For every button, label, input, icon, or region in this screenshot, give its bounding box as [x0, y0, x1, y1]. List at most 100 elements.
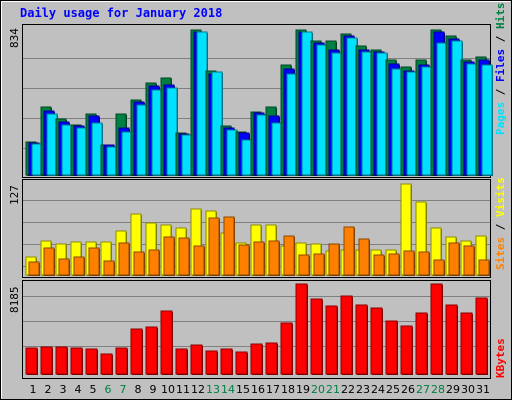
x-axis-day-labels: 1 2 3 4 5 6 7 8 9 10 11 12 13 14 15 16 17 18 19 20 21 22 23 24 2…	[30, 383, 491, 396]
bar-sites-day-3	[58, 258, 70, 276]
bar-face	[223, 216, 235, 276]
bar-sites-day-23	[358, 238, 370, 276]
bar-face	[25, 347, 38, 375]
bar-sites-day-30	[463, 245, 475, 276]
x-tick-label: 3	[60, 383, 67, 396]
bar-face	[385, 320, 398, 375]
bar-kbytes-day-10	[160, 310, 173, 375]
bar-face	[445, 304, 458, 375]
bar-face	[85, 348, 98, 375]
bar-sites-day-22	[343, 226, 355, 276]
bar-face	[415, 312, 428, 375]
x-tick-label: 1	[30, 383, 37, 396]
bar-sites-day-19	[298, 254, 310, 276]
bar-face	[343, 226, 355, 276]
x-tick-label: 24	[371, 383, 385, 396]
bar-kbytes-day-8	[130, 328, 143, 375]
bar-kbytes-day-25	[385, 320, 398, 375]
bar-face	[313, 253, 325, 276]
bar-kbytes-day-12	[190, 344, 203, 375]
bar-face	[163, 236, 175, 276]
bar-face	[340, 295, 353, 375]
x-tick-label: 27	[416, 383, 430, 396]
svg-text:Sites / Visits: Sites / Visits	[494, 177, 507, 270]
x-tick-label: 22	[341, 383, 355, 396]
bar-kbytes-day-6	[100, 353, 113, 375]
bar-face	[238, 244, 250, 276]
bar-kbytes-day-5	[85, 348, 98, 375]
bar-face	[100, 353, 113, 375]
bar-kbytes-day-1	[25, 347, 38, 375]
legend-sep-1: /	[494, 82, 507, 102]
x-tick-label: 31	[476, 383, 490, 396]
bar-face	[193, 245, 205, 276]
bar-sites-day-1	[28, 261, 40, 276]
x-tick-label: 26	[401, 383, 415, 396]
x-tick-label: 23	[356, 383, 370, 396]
bar-sites-day-21	[328, 243, 340, 276]
bar-sites-day-12	[193, 245, 205, 276]
bar-face	[355, 304, 368, 375]
bar-face	[235, 351, 248, 375]
bar-pages-day-31	[481, 64, 493, 176]
bar-kbytes-day-30	[460, 312, 473, 375]
x-tick-label: 14	[221, 383, 235, 396]
bar-face	[298, 254, 310, 276]
bar-face	[388, 253, 400, 276]
x-tick-label: 20	[311, 383, 325, 396]
bar-sites-day-28	[433, 259, 445, 276]
x-tick-label: 5	[90, 383, 97, 396]
bar-face	[253, 241, 265, 276]
bar-sites-day-24	[373, 254, 385, 276]
bar-face	[433, 259, 445, 276]
bar-kbytes-day-20	[310, 298, 323, 375]
bar-face	[280, 322, 293, 375]
bar-kbytes-day-24	[370, 307, 383, 375]
bar-sites-day-31	[478, 259, 490, 276]
legend-visits: Visits	[494, 177, 507, 217]
bar-face	[358, 238, 370, 276]
bar-face	[478, 259, 490, 276]
bar-sites-day-7	[118, 242, 130, 276]
x-tick-label: 9	[150, 383, 157, 396]
bar-kbytes-day-18	[280, 322, 293, 375]
bar-face	[430, 283, 443, 375]
bar-pages-day-13	[211, 71, 223, 176]
x-tick-label: 8	[135, 383, 142, 396]
x-tick-label: 10	[161, 383, 175, 396]
bar-face	[268, 240, 280, 276]
bar-face	[145, 326, 158, 375]
x-tick-label: 12	[191, 383, 205, 396]
bar-face	[166, 87, 178, 176]
x-tick-label: 19	[296, 383, 310, 396]
bar-face	[481, 64, 493, 176]
x-tick-label: 17	[266, 383, 280, 396]
bar-face	[250, 343, 263, 375]
bar-sites-day-13	[208, 217, 220, 276]
bar-face	[283, 235, 295, 276]
x-tick-label: 7	[120, 383, 127, 396]
bar-face	[43, 247, 55, 276]
bar-sites-day-6	[103, 260, 115, 276]
bar-face	[88, 247, 100, 276]
bar-face	[178, 237, 190, 276]
bar-face	[310, 298, 323, 375]
legend-hits: Hits	[494, 3, 507, 30]
bar-face	[205, 350, 218, 375]
bar-kbytes-day-28	[430, 283, 443, 375]
bar-kbytes-day-16	[250, 343, 263, 375]
bar-sites-day-15	[238, 244, 250, 276]
bar-face	[220, 348, 233, 375]
bar-sites-day-9	[148, 249, 160, 276]
x-tick-label: 15	[236, 383, 250, 396]
legend-files: Files	[494, 49, 507, 82]
x-tick-label: 2	[45, 383, 52, 396]
panel-kbytes: 8185	[8, 280, 491, 379]
bar-face	[373, 254, 385, 276]
bar-face	[133, 251, 145, 276]
panel-visits-sites: 127	[8, 179, 491, 278]
x-tick-label: 16	[251, 383, 265, 396]
bar-sites-day-2	[43, 247, 55, 276]
bar-face	[211, 71, 223, 176]
bar-face	[160, 310, 173, 375]
